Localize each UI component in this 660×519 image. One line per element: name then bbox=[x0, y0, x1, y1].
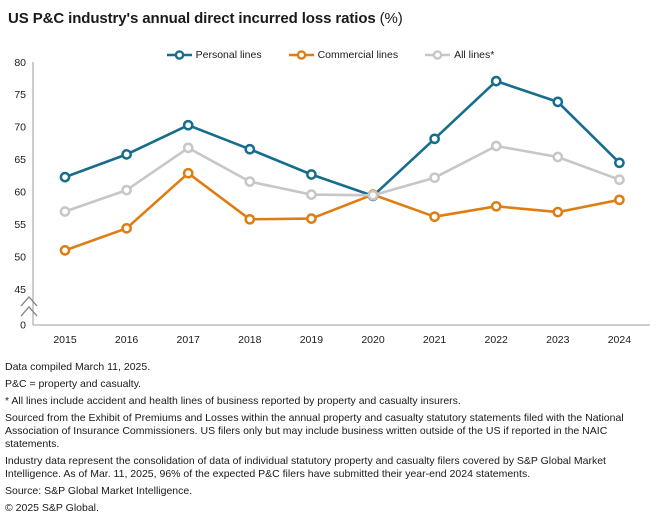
legend-marker-icon bbox=[166, 50, 192, 60]
series-line-commercial-lines bbox=[64, 171, 620, 252]
footnote-copyright: © 2025 S&P Global. bbox=[5, 502, 99, 514]
chart-title-text: US P&C industry's annual direct incurred… bbox=[8, 10, 376, 27]
legend-label: Personal lines bbox=[195, 49, 262, 61]
legend-marker-icon bbox=[288, 50, 314, 60]
x-tick-label: 2024 bbox=[608, 334, 632, 346]
data-point-commercial-lines-2022 bbox=[490, 200, 502, 212]
chart-legend: Personal lines Commercial lines All lines* bbox=[0, 49, 660, 61]
footnotes: Data compiled March 11, 2025. P&C = prop… bbox=[5, 361, 657, 519]
series-line-personal-lines bbox=[64, 79, 621, 198]
footnote-all-lines: * All lines include accident and health … bbox=[5, 395, 461, 407]
data-point-personal-lines-2016 bbox=[121, 149, 132, 160]
data-point-personal-lines-2023 bbox=[552, 96, 564, 108]
x-tick-label: 2020 bbox=[361, 334, 385, 346]
legend-label: All lines* bbox=[454, 49, 495, 61]
data-point-personal-lines-2018 bbox=[244, 143, 256, 155]
footnote-industry-data: Industry data represent the consolidatio… bbox=[5, 455, 606, 480]
y-tick-label: 55 bbox=[14, 219, 26, 231]
y-tick-label: 80 bbox=[14, 57, 26, 69]
data-point-all-lines-2017 bbox=[182, 142, 194, 154]
y-tick-label: 50 bbox=[14, 251, 26, 263]
data-point-commercial-lines-2016 bbox=[121, 222, 132, 234]
data-point-all-lines-2018 bbox=[244, 176, 256, 187]
data-point-personal-lines-2015 bbox=[59, 171, 71, 183]
chart-title: US P&C industry's annual direct incurred… bbox=[8, 10, 403, 27]
data-point-commercial-lines-2015 bbox=[59, 245, 71, 256]
legend-item-commercial-lines: Commercial lines bbox=[288, 49, 399, 61]
data-point-personal-lines-2017 bbox=[182, 119, 194, 131]
data-point-all-lines-2022 bbox=[490, 140, 502, 152]
data-point-personal-lines-2022 bbox=[490, 75, 502, 87]
legend-marker-icon bbox=[425, 50, 451, 60]
chart-title-unit: (%) bbox=[379, 10, 403, 27]
legend-label: Commercial lines bbox=[317, 49, 399, 61]
data-point-all-lines-2019 bbox=[306, 189, 317, 200]
y-tick-label: 70 bbox=[14, 122, 26, 134]
footnote-source: Source: S&P Global Market Intelligence. bbox=[5, 485, 193, 497]
x-tick-label: 2019 bbox=[300, 334, 324, 346]
data-point-all-lines-2015 bbox=[59, 206, 71, 217]
y-tick-label: 45 bbox=[14, 284, 26, 296]
y-tick-label: 0 bbox=[20, 320, 26, 332]
data-point-personal-lines-2019 bbox=[306, 169, 317, 180]
data-point-commercial-lines-2023 bbox=[552, 206, 564, 218]
data-point-all-lines-2024 bbox=[614, 174, 625, 186]
y-tick-label: 65 bbox=[14, 154, 26, 166]
y-tick-label: 60 bbox=[14, 187, 26, 199]
footnote-abbreviation: P&C = property and casualty. bbox=[5, 378, 142, 390]
data-point-all-lines-2020 bbox=[367, 189, 379, 201]
footnote-data-compiled: Data compiled March 11, 2025. bbox=[5, 361, 151, 373]
x-tick-label: 2015 bbox=[53, 334, 77, 346]
data-point-personal-lines-2024 bbox=[614, 157, 625, 169]
y-tick-label: 75 bbox=[14, 89, 26, 101]
data-point-personal-lines-2021 bbox=[429, 133, 440, 145]
legend-item-personal-lines: Personal lines bbox=[166, 49, 262, 61]
axis-break-mark bbox=[20, 306, 38, 317]
x-tick-label: 2021 bbox=[423, 334, 447, 346]
x-tick-label: 2018 bbox=[238, 334, 262, 346]
x-tick-label: 2023 bbox=[546, 334, 570, 346]
x-tick-label: 2022 bbox=[485, 334, 509, 346]
data-point-commercial-lines-2024 bbox=[614, 194, 625, 206]
data-point-all-lines-2016 bbox=[121, 184, 132, 196]
x-tick-label: 2016 bbox=[115, 334, 139, 346]
data-point-commercial-lines-2021 bbox=[429, 211, 440, 223]
data-point-all-lines-2023 bbox=[552, 151, 564, 163]
legend-item-all-lines: All lines* bbox=[424, 49, 494, 61]
data-point-commercial-lines-2018 bbox=[244, 213, 256, 225]
data-point-commercial-lines-2019 bbox=[306, 213, 317, 224]
footnote-sourcing: Sourced from the Exhibit of Premiums and… bbox=[5, 412, 624, 450]
data-point-commercial-lines-2017 bbox=[182, 167, 194, 179]
x-tick-label: 2017 bbox=[177, 334, 201, 346]
data-point-all-lines-2021 bbox=[429, 172, 440, 184]
series-line-all-lines bbox=[64, 144, 620, 213]
axis-break-mark bbox=[20, 296, 38, 307]
loss-ratio-chart: 80 75 70 65 60 55 50 45 0 2015 2016 2017 2018 2019 202… bbox=[14, 57, 650, 346]
